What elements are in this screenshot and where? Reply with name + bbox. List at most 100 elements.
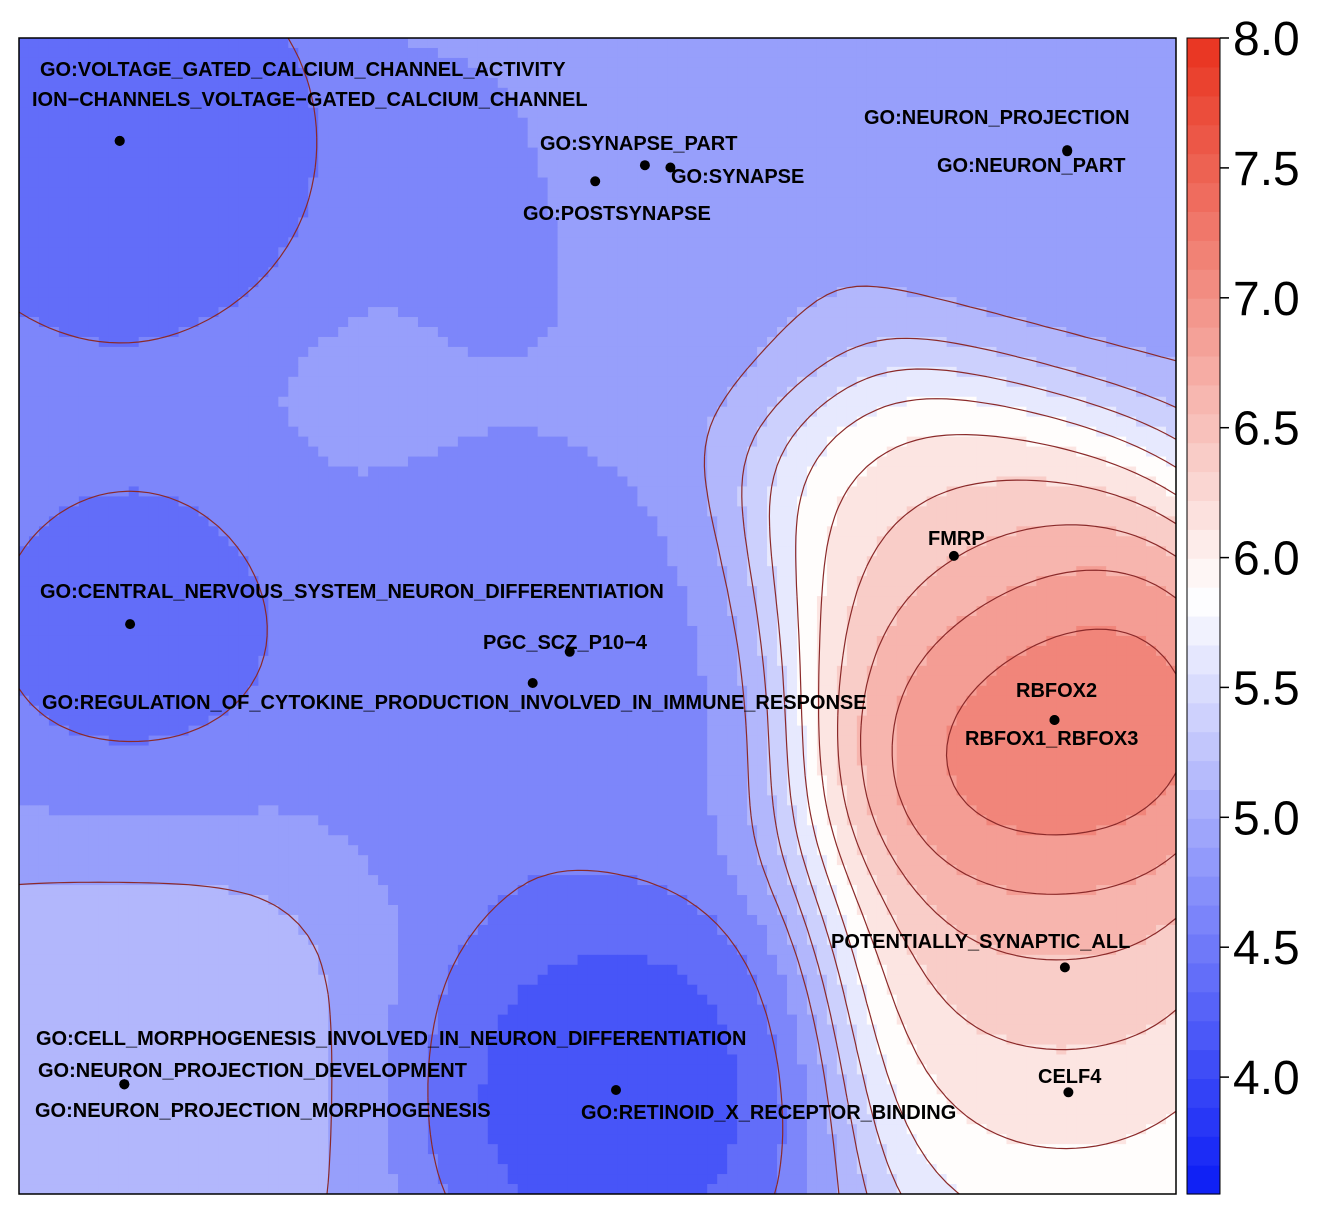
heat-cell (58, 317, 70, 328)
heat-cell (467, 57, 479, 69)
heat-cell (358, 117, 369, 129)
heat-cell (876, 77, 888, 89)
heat-cell (1026, 327, 1037, 338)
heat-cell (28, 346, 40, 358)
heat-cell (1036, 287, 1047, 298)
heat-cell (1106, 426, 1117, 438)
heat-cell (178, 297, 190, 308)
heat-cell (617, 47, 629, 59)
heat-cell (427, 297, 439, 308)
heat-cell (348, 327, 359, 338)
heat-cell (677, 287, 688, 298)
heat-cell (487, 57, 499, 69)
heat-cell (318, 47, 329, 59)
heat-cell (1066, 277, 1077, 288)
heat-cell (487, 187, 499, 199)
heat-cell (677, 38, 688, 49)
heat-cell (407, 436, 419, 448)
heat-cell (437, 97, 449, 109)
heat-cell (1166, 227, 1176, 238)
heat-cell (298, 77, 309, 89)
heat-cell (268, 47, 279, 59)
heat-cell (1166, 336, 1176, 348)
heat-cell (886, 307, 898, 318)
heat-cell (1006, 336, 1018, 348)
heat-cell (218, 356, 230, 368)
heat-cell (437, 57, 449, 69)
heat-cell (806, 297, 818, 308)
heat-cell (717, 317, 728, 328)
heat-cell (816, 277, 828, 288)
heat-cell (1126, 247, 1137, 258)
heat-cell (547, 287, 559, 298)
heat-cell (48, 416, 60, 428)
heat-cell (697, 237, 708, 248)
heat-cell (527, 446, 539, 458)
heat-cell (218, 396, 230, 408)
heat-cell (1136, 217, 1147, 228)
heat-cell (826, 137, 838, 149)
heat-cell (537, 456, 549, 468)
heat-cell (388, 47, 399, 59)
heat-cell (308, 257, 319, 268)
heat-cell (806, 97, 818, 109)
heat-cell (168, 97, 180, 109)
heat-cell (637, 67, 648, 79)
heat-cell (198, 287, 210, 298)
heat-cell (378, 366, 389, 378)
heat-cell (966, 137, 978, 149)
heat-cell (108, 117, 120, 129)
heat-cell (58, 327, 70, 338)
heat-cell (607, 456, 619, 468)
heat-cell (28, 297, 40, 308)
heat-cell (497, 456, 509, 468)
heat-cell (647, 137, 658, 149)
heat-cell (527, 336, 539, 348)
heat-cell (1056, 287, 1067, 298)
heat-cell (916, 187, 928, 199)
heat-cell (996, 47, 1008, 59)
heat-cell (856, 157, 868, 169)
heat-cell (816, 436, 828, 448)
heat-cell (238, 436, 249, 448)
heat-cell (288, 366, 299, 378)
heat-cell (348, 217, 359, 228)
heat-cell (298, 38, 309, 49)
heat-cell (328, 67, 339, 79)
heat-cell (368, 157, 379, 169)
heat-cell (48, 157, 60, 169)
heat-cell (1136, 257, 1147, 268)
heat-cell (926, 307, 938, 318)
heat-cell (1126, 107, 1137, 119)
heat-cell (487, 356, 499, 368)
heat-cell (557, 67, 569, 79)
heat-cell (38, 426, 50, 438)
heat-cell (667, 207, 678, 218)
heat-cell (268, 57, 279, 69)
heat-cell (487, 137, 499, 149)
heat-cell (597, 147, 609, 159)
heat-cell (906, 277, 918, 288)
heat-cell (188, 107, 200, 119)
heat-cell (757, 456, 768, 468)
heat-cell (866, 167, 878, 179)
heat-cell (677, 137, 688, 149)
heat-cell (926, 117, 938, 129)
heat-cell (787, 456, 798, 468)
heat-cell (228, 207, 240, 218)
heat-cell (338, 346, 349, 358)
heat-cell (258, 366, 269, 378)
heat-cell (98, 327, 110, 338)
heat-cell (1116, 336, 1127, 348)
heat-cell (348, 287, 359, 298)
heat-cell (517, 257, 529, 268)
heat-cell (228, 257, 240, 268)
heat-cell (896, 38, 908, 49)
heat-cell (248, 97, 259, 109)
heat-cell (946, 207, 958, 218)
heat-cell (806, 217, 818, 228)
heat-cell (228, 217, 240, 228)
heat-cell (537, 177, 549, 189)
heat-cell (737, 327, 748, 338)
heat-cell (148, 327, 160, 338)
